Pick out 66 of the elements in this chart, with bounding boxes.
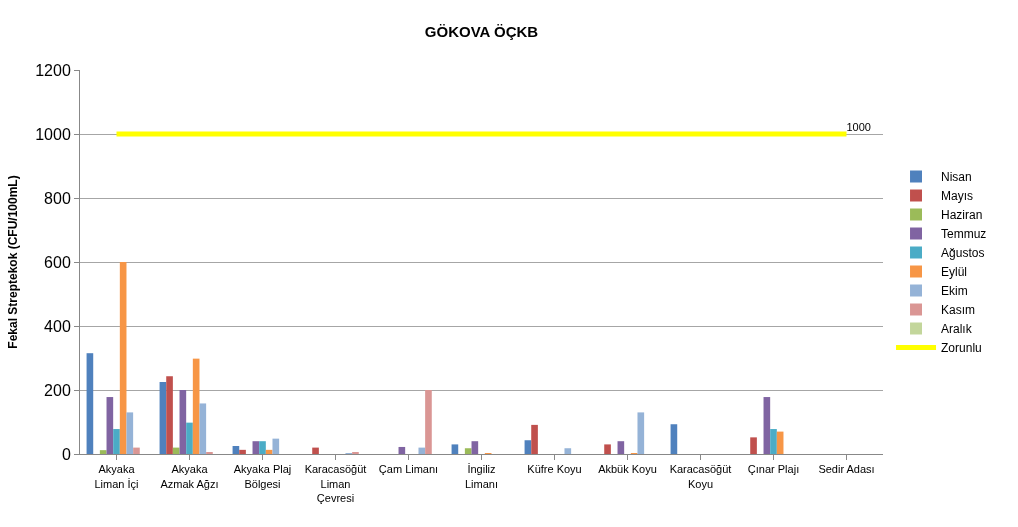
- data-label: 1000: [846, 121, 871, 134]
- bar: [750, 437, 757, 454]
- bar: [166, 376, 173, 454]
- bar: [531, 424, 538, 454]
- bar: [172, 447, 180, 454]
- legend-label: Temmuz: [941, 227, 987, 242]
- bar: [232, 446, 240, 454]
- bar: [199, 403, 207, 454]
- legend-label: Eylül: [941, 265, 968, 280]
- bar: [192, 358, 200, 454]
- bar: [113, 429, 120, 454]
- legend-label: Mayıs: [941, 189, 974, 204]
- y-tick-label: 800: [44, 189, 71, 207]
- bar: [464, 448, 472, 454]
- bar: [617, 441, 625, 454]
- x-tick-label: Çam Limanı: [378, 463, 439, 476]
- bar: [471, 441, 479, 454]
- bar: [564, 448, 572, 454]
- bar: [159, 382, 167, 454]
- bar: [418, 447, 426, 454]
- bar: [252, 441, 260, 454]
- bar: [312, 447, 319, 454]
- bar: [186, 422, 193, 454]
- legend-label: Ekim: [941, 284, 968, 299]
- bar: [604, 444, 611, 454]
- bar: [637, 412, 645, 454]
- legend-label: Zorunlu: [941, 341, 982, 356]
- y-axis-title: Fekal Streptekok (CFU/100mL): [5, 175, 20, 349]
- x-tick-label: Akyaka Plaj Bölgesi: [233, 463, 292, 490]
- x-tick-label: Akbük Koyu: [598, 463, 657, 476]
- bar: [99, 450, 107, 454]
- x-tick-label: Karacasöğüt Liman Çevresi: [304, 463, 367, 504]
- x-tick-label: İngiliz Limanı: [464, 463, 499, 490]
- bar: [86, 353, 94, 454]
- y-tick-label: 600: [44, 253, 71, 271]
- bar: [239, 449, 246, 454]
- legend-label: Haziran: [941, 208, 983, 223]
- x-tick-label: Akyaka Liman İçi: [94, 463, 139, 490]
- bar: [272, 438, 280, 454]
- legend-label: Nisan: [941, 170, 972, 185]
- bar: [770, 429, 777, 454]
- y-tick-label: 0: [61, 445, 71, 463]
- bar: [106, 397, 114, 454]
- bar: [670, 424, 678, 454]
- x-tick-label: Çınar Plajı: [747, 463, 800, 476]
- y-tick-label: 400: [44, 317, 71, 335]
- bar: [259, 441, 266, 454]
- x-tick-label: Sedir Adası: [818, 463, 875, 476]
- bar: [763, 397, 771, 454]
- bar: [179, 390, 187, 454]
- bar: [126, 412, 134, 454]
- chart-title: GÖKOVA ÖÇKB: [424, 22, 539, 40]
- legend-label: Aralık: [941, 322, 973, 337]
- legend-label: Kasım: [941, 303, 976, 318]
- y-tick-label: 1000: [35, 125, 71, 143]
- x-tick-label: Küfre Koyu: [527, 463, 582, 476]
- legend-label: Ağustos: [941, 246, 985, 261]
- y-tick-label: 1200: [35, 61, 71, 79]
- bar: [425, 390, 432, 454]
- y-tick-label: 200: [44, 381, 71, 399]
- x-tick-label: Akyaka Azmak Ağzı: [160, 463, 219, 490]
- x-tick-label: Karacasöğüt Koyu: [669, 463, 732, 490]
- bar: [133, 447, 140, 454]
- bar: [524, 440, 532, 454]
- bar: [451, 444, 459, 454]
- bar: [119, 262, 127, 454]
